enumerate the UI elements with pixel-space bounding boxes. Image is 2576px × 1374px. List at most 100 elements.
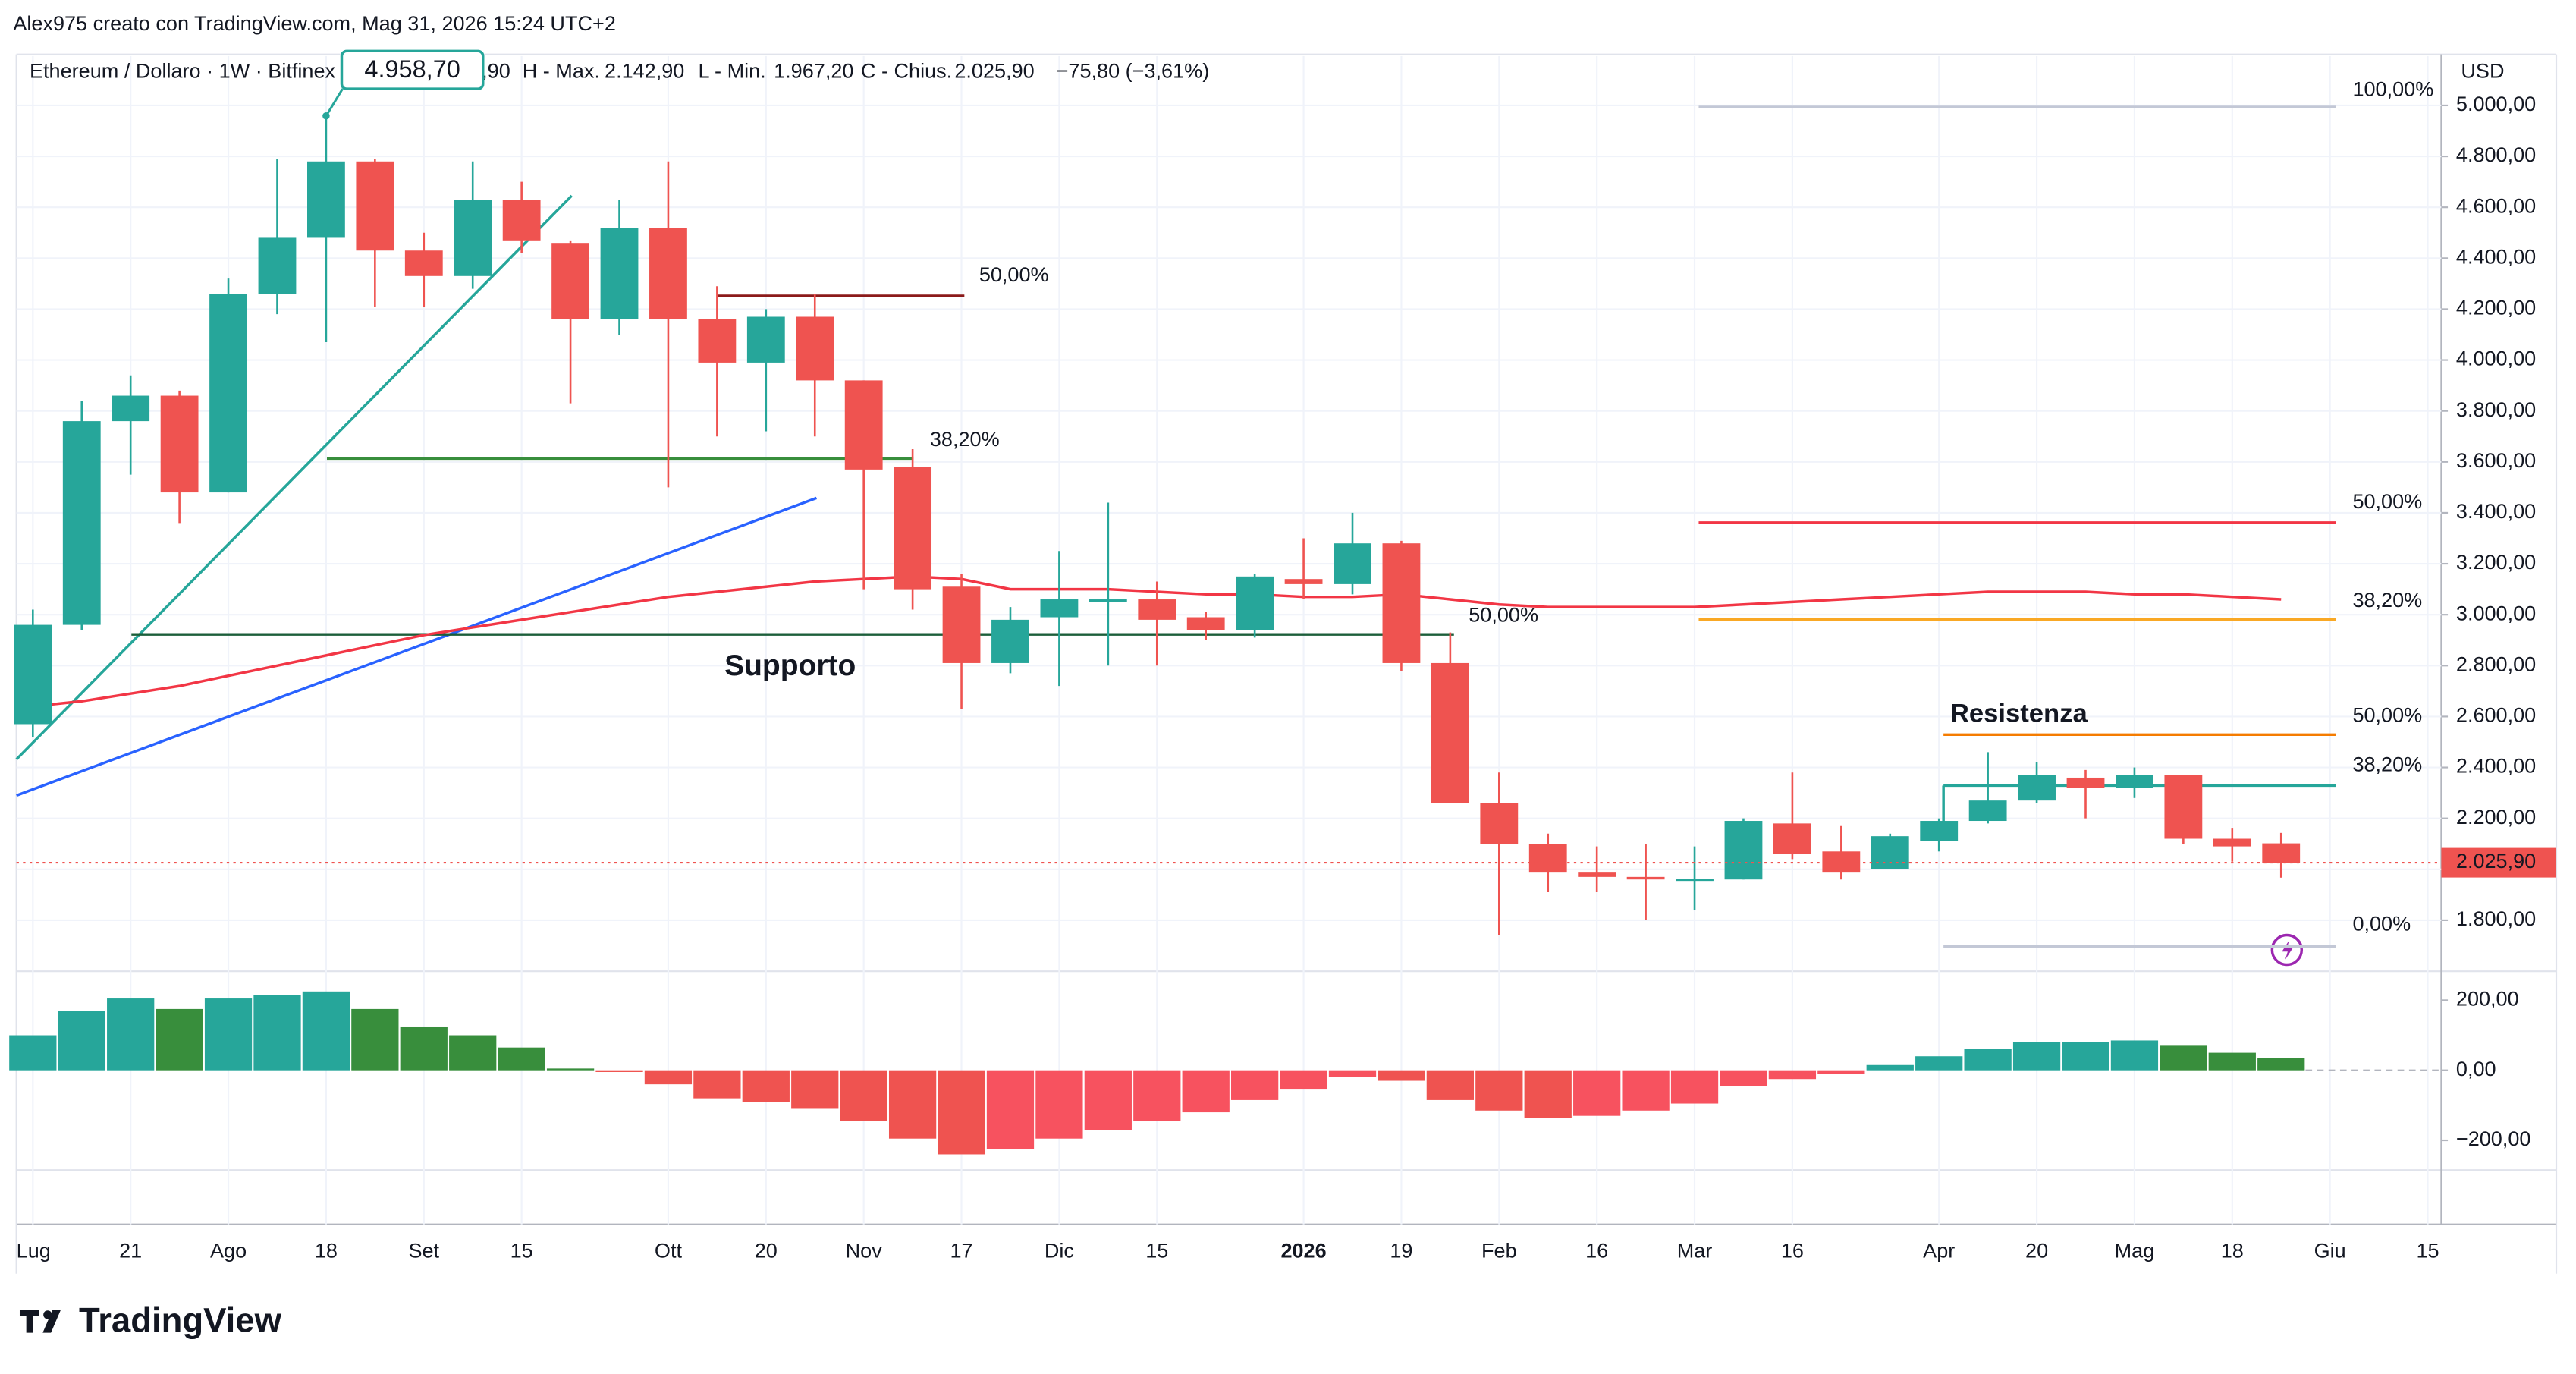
x-tick-label: Ago [210, 1239, 247, 1262]
candle-body [14, 624, 52, 725]
drawing-text: Resistenza [1950, 699, 2088, 728]
legend-high-label: H - Max. [523, 59, 600, 83]
histogram-bar [2110, 1040, 2159, 1071]
level-label: 38,20% [2352, 753, 2422, 776]
candle-body [62, 421, 101, 625]
candle-body [404, 250, 443, 276]
candle-body [796, 316, 834, 381]
y-tick-label: 3.800,00 [2456, 398, 2536, 421]
candle-body [1920, 821, 1959, 841]
histogram-bar [1133, 1070, 1181, 1121]
histogram-bar [449, 1035, 497, 1071]
y-tick-label: 2.800,00 [2456, 652, 2536, 675]
level-label: 50,00% [2352, 703, 2422, 727]
y-tick-label: 4.800,00 [2456, 143, 2536, 166]
legend-close: 2.025,90 [954, 59, 1034, 83]
histogram-bar [1817, 1070, 1865, 1074]
candle-body [698, 319, 737, 363]
y-tick-label: 3.000,00 [2456, 601, 2536, 624]
x-tick-label: 20 [755, 1239, 778, 1262]
candle-body [1773, 823, 1811, 854]
histogram-bar [595, 1070, 643, 1072]
candle-body [1186, 617, 1225, 630]
last-price-label: 2.025,90 [2456, 849, 2536, 873]
candle-body [2262, 843, 2301, 863]
candle-body [1284, 579, 1323, 584]
x-tick-label: Apr [1923, 1239, 1955, 1262]
candle-body [1626, 876, 1665, 880]
histogram-bar [400, 1026, 448, 1071]
y-tick-label: 5.000,00 [2456, 92, 2536, 115]
histogram-bar [693, 1070, 741, 1099]
histogram-bar [9, 1035, 57, 1071]
legend-change: −75,80 (−3,61%) [1057, 59, 1210, 83]
x-tick-label: 20 [2025, 1239, 2048, 1262]
x-tick-label: Lug [17, 1239, 51, 1262]
histogram-bar [1524, 1070, 1572, 1118]
histogram-bar [498, 1047, 545, 1071]
candle-body [1724, 821, 1763, 880]
histogram-bar [1084, 1070, 1132, 1130]
candle-body [1822, 851, 1861, 873]
candle-body [1968, 800, 2007, 822]
x-tick-label: Ott [655, 1239, 683, 1262]
max-label: 4.958,70 [364, 55, 460, 83]
y-tick-label: 2.400,00 [2456, 754, 2536, 778]
candle-body [2018, 775, 2056, 801]
x-tick-label: 15 [2416, 1239, 2439, 1262]
candle-body [1089, 599, 1127, 602]
histogram-bar [1622, 1070, 1670, 1111]
x-tick-label: Giu [2314, 1239, 2346, 1262]
histogram-bar [546, 1068, 595, 1071]
x-tick-label: Set [408, 1239, 439, 1262]
histogram-bar [1231, 1070, 1279, 1100]
histogram-bar [1915, 1056, 1963, 1071]
candle-body [502, 200, 541, 241]
brand: TradingView [79, 1301, 282, 1340]
alert-icon [2270, 933, 2304, 967]
histogram-bar [1768, 1070, 1817, 1080]
level-label: 50,00% [2352, 489, 2422, 513]
level-label: 100,00% [2352, 77, 2433, 100]
histogram-bar [1475, 1070, 1523, 1111]
histogram-bar [791, 1070, 839, 1109]
candle-body [307, 161, 345, 238]
histogram-bar [2208, 1052, 2256, 1071]
y-tick-label: 2.200,00 [2456, 805, 2536, 828]
x-tick-label: Mag [2115, 1239, 2155, 1262]
candle-body [1480, 803, 1519, 844]
y-tick-label: 1.800,00 [2456, 907, 2536, 930]
candle-body [746, 316, 785, 363]
histogram-bar [351, 1008, 399, 1071]
histogram-bar [840, 1070, 887, 1121]
legend-close-label: C - Chius. [861, 59, 952, 83]
candle-body [1528, 844, 1567, 873]
x-tick-label: 16 [1585, 1239, 1608, 1262]
histogram-bar [58, 1011, 105, 1071]
candle-body [356, 161, 394, 251]
candle-body [942, 586, 981, 663]
y-tick-label: 3.600,00 [2456, 448, 2536, 472]
x-tick-label: 21 [119, 1239, 142, 1262]
y-tick-label: 200,00 [2456, 987, 2519, 1011]
level-label: 0,00% [2352, 912, 2411, 935]
level-label: 50,00% [979, 263, 1049, 286]
candle-body [649, 228, 687, 319]
x-tick-label: Feb [1481, 1239, 1517, 1262]
y-tick-label: 4.400,00 [2456, 244, 2536, 268]
x-tick-label: 18 [315, 1239, 338, 1262]
candle-body [160, 395, 199, 493]
histogram-bar [1328, 1070, 1377, 1077]
candle-body [844, 380, 883, 470]
histogram-bar [156, 1008, 203, 1071]
candle-body [1578, 872, 1616, 877]
x-tick-label: Nov [846, 1239, 883, 1262]
logo-dot [43, 1310, 52, 1319]
legend-symbol: Ethereum / Dollaro · 1W · Bitfinex [30, 59, 336, 83]
x-tick-label: 17 [950, 1239, 972, 1262]
histogram-bar [1866, 1064, 1914, 1071]
histogram-bar [1670, 1070, 1719, 1104]
x-tick-label: 19 [1390, 1239, 1412, 1262]
